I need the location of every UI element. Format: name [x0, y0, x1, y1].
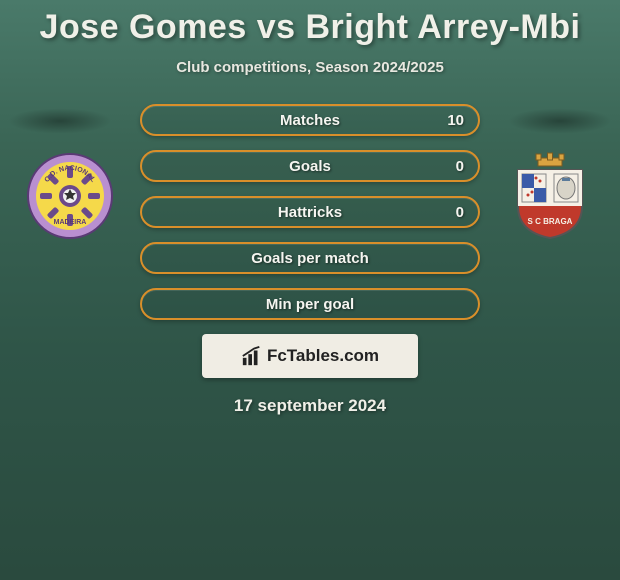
- braga-badge-icon: S C BRAGA: [500, 152, 600, 240]
- stat-label: Hattricks: [142, 198, 478, 226]
- bar-chart-icon: [241, 345, 263, 367]
- comparison-date: 17 september 2024: [0, 396, 620, 416]
- svg-text:S C BRAGA: S C BRAGA: [528, 217, 573, 226]
- player-shadow-left: [8, 108, 112, 134]
- comparison-title: Jose Gomes vs Bright Arrey-Mbi: [0, 0, 620, 47]
- stat-bar-hattricks: Hattricks 0: [140, 196, 480, 228]
- stat-bar-matches: Matches 10: [140, 104, 480, 136]
- comparison-stage: C.D. NACIONAL MADEIRA: [0, 104, 620, 320]
- svg-text:MADEIRA: MADEIRA: [54, 219, 87, 226]
- stat-bar-goals-per-match: Goals per match: [140, 242, 480, 274]
- stat-label: Min per goal: [142, 290, 478, 318]
- stat-value-right: 0: [456, 198, 464, 226]
- player-shadow-right: [508, 108, 612, 134]
- club-badge-right: S C BRAGA: [500, 152, 600, 240]
- branding-text: FcTables.com: [267, 346, 379, 366]
- branding-box: FcTables.com: [202, 334, 418, 378]
- stat-label: Matches: [142, 106, 478, 134]
- stat-value-right: 0: [456, 152, 464, 180]
- stat-value-right: 10: [447, 106, 464, 134]
- comparison-subtitle: Club competitions, Season 2024/2025: [0, 59, 620, 76]
- club-badge-left: C.D. NACIONAL MADEIRA: [20, 152, 120, 240]
- stat-label: Goals: [142, 152, 478, 180]
- stat-bars: Matches 10 Goals 0 Hattricks 0 Goals per…: [140, 104, 480, 320]
- branding-content: FcTables.com: [241, 345, 379, 367]
- stat-bar-min-per-goal: Min per goal: [140, 288, 480, 320]
- stat-bar-goals: Goals 0: [140, 150, 480, 182]
- nacional-badge-icon: C.D. NACIONAL MADEIRA: [20, 152, 120, 240]
- stat-label: Goals per match: [142, 244, 478, 272]
